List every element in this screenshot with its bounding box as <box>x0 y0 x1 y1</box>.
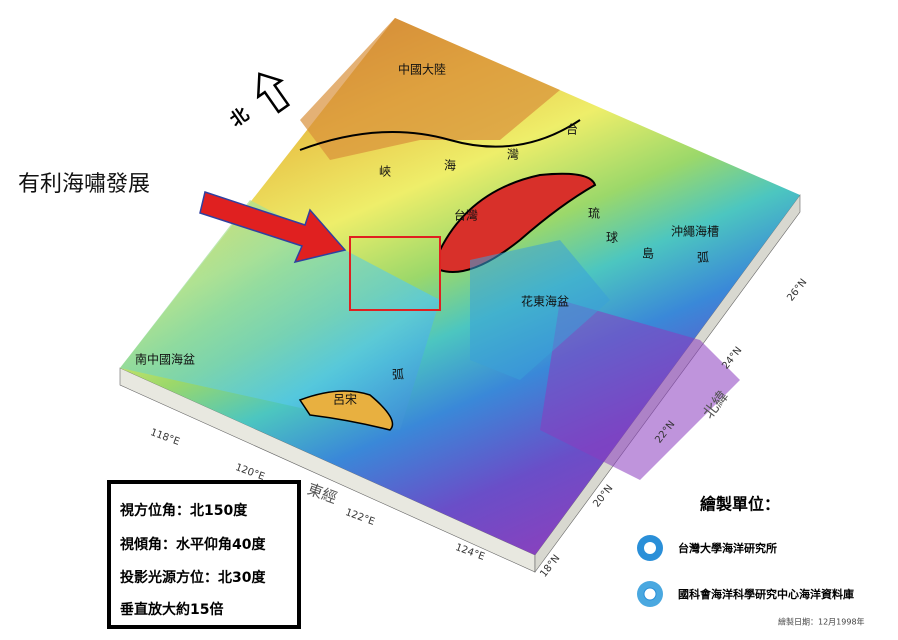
map-label: 南中國海盆 <box>135 352 195 367</box>
longitude-tick: 118°E <box>149 427 181 448</box>
map-label: 球 <box>606 231 618 245</box>
credits-date: 繪製日期：12月1998年 <box>778 617 865 627</box>
longitude-tick: 120°E <box>234 462 266 483</box>
map-label: 弧 <box>392 368 404 382</box>
view-setting: 視傾角：水平仰角40度 <box>119 536 266 553</box>
latitude-tick: 26°N <box>785 277 809 304</box>
map-label: 海 <box>444 158 456 173</box>
view-setting: 視方位角：北150度 <box>119 502 248 519</box>
north-arrow <box>256 72 291 114</box>
map-label: 沖繩海槽 <box>671 224 719 239</box>
map-label: 島 <box>642 246 654 261</box>
luzon-island <box>298 390 394 431</box>
map-label: 峽 <box>379 165 391 179</box>
institution: 台灣大學海洋研究所 <box>678 541 777 555</box>
longitude-label: 東經 <box>305 480 339 507</box>
china-mainland <box>300 18 560 160</box>
coastline <box>299 119 581 151</box>
map-label: 台 <box>566 122 578 137</box>
view-setting: 垂直放大約15倍 <box>120 601 223 618</box>
map-label: 花東海盆 <box>521 294 569 309</box>
map-label: 琉 <box>588 207 600 221</box>
map-label: 台灣 <box>454 208 478 223</box>
longitude-tick: 122°E <box>344 507 376 528</box>
logo <box>643 587 657 601</box>
map-label: 中國大陸 <box>398 62 446 77</box>
info-box <box>107 480 301 629</box>
logo <box>644 542 656 554</box>
latitude-tick: 24°N <box>720 345 744 372</box>
trench-zone <box>470 240 610 380</box>
annotation: 有利海嘯發展 <box>18 172 150 197</box>
map-label: 灣 <box>507 148 519 162</box>
deep-basin <box>540 300 740 480</box>
credits-title: 繪製單位： <box>700 495 780 514</box>
north-label: 北 <box>226 104 253 132</box>
south-china-sea-basin <box>120 200 440 430</box>
view-setting: 投影光源方位：北30度 <box>120 569 266 586</box>
map-label: 弧 <box>697 251 709 265</box>
institution: 國科會海洋科學研究中心海洋資料庫 <box>678 587 854 601</box>
map-label: 呂宋 <box>333 392 357 407</box>
highlight-box <box>349 236 441 311</box>
red-arrow <box>199 191 347 264</box>
